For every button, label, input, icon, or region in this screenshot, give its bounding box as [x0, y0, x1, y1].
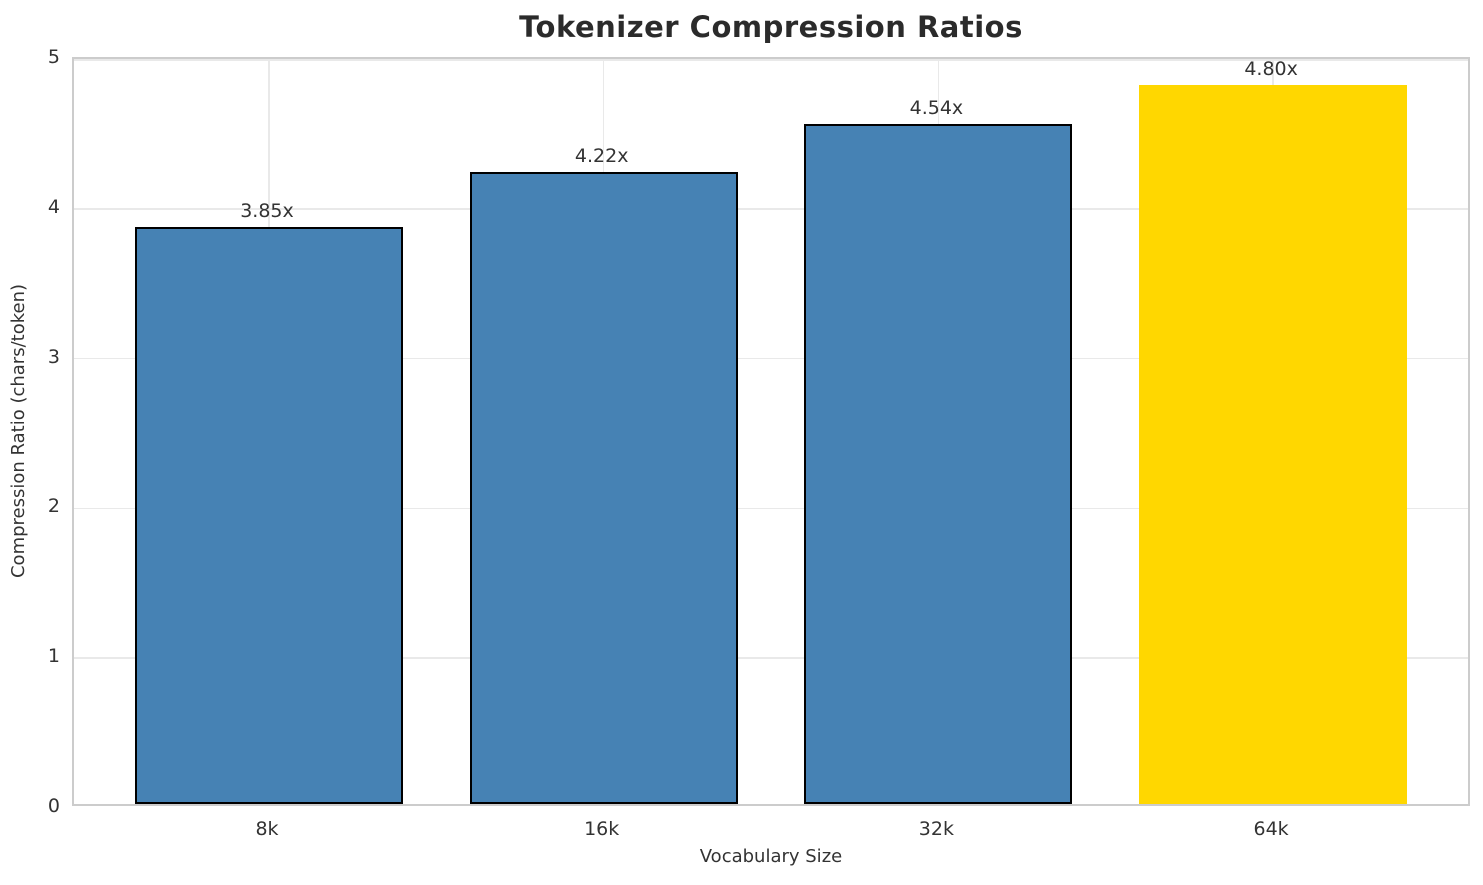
y-tick-label-0: 0	[47, 795, 60, 817]
bar-value-label-64k: 4.80x	[1244, 57, 1298, 80]
gridline-y-1	[74, 657, 1468, 659]
y-tick-label-3: 3	[47, 345, 60, 368]
y-tick-label-5: 5	[47, 46, 60, 68]
bar-64k	[1139, 84, 1408, 804]
bar-value-label-32k: 4.54x	[909, 96, 964, 119]
x-tick-label-32k: 32k	[918, 818, 954, 840]
x-tick-label-64k: 64k	[1253, 818, 1289, 840]
x-tick-label-8k: 8k	[255, 818, 279, 840]
y-axis-label-text: Compression Ratio (chars/token)	[8, 283, 29, 579]
gridline-y-4	[74, 208, 1468, 210]
y-tick-label-2: 2	[47, 495, 60, 518]
gridline-y-2	[74, 507, 1468, 510]
plot-area	[72, 57, 1470, 806]
bar-8k	[135, 227, 403, 804]
bar-value-label-16k: 4.22x	[574, 144, 629, 167]
bar-32k	[804, 123, 1073, 804]
gridline-y-5	[74, 59, 1468, 61]
bar-16k	[469, 171, 738, 804]
x-axis-label: Vocabulary Size	[699, 846, 843, 867]
bar-value-label-8k: 3.85x	[240, 200, 294, 223]
y-tick-label-1: 1	[47, 645, 60, 668]
x-tick-label-16k: 16k	[584, 818, 620, 840]
chart-title: Tokenizer Compression Ratios	[519, 10, 1023, 44]
gridline-y-3	[74, 357, 1468, 360]
y-tick-label-4: 4	[47, 195, 60, 218]
